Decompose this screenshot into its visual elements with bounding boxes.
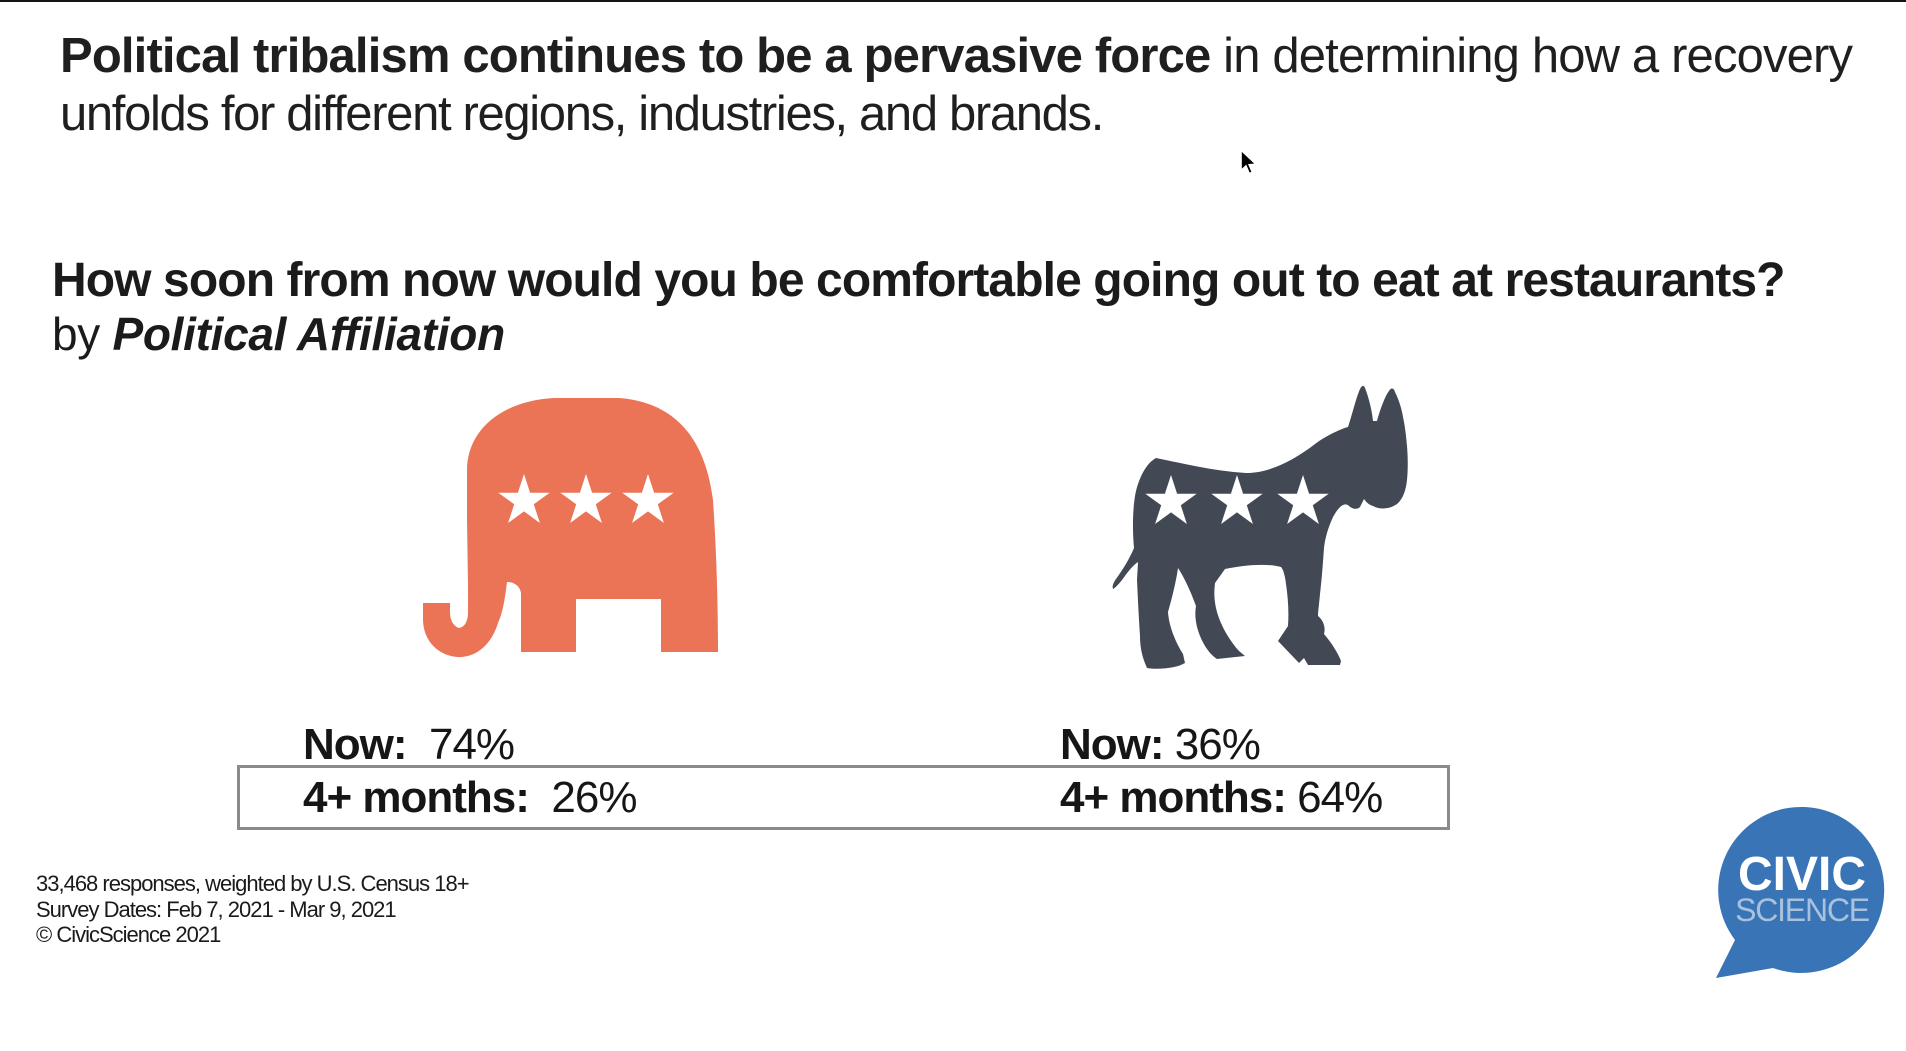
svg-text:CIVIC: CIVIC bbox=[1738, 848, 1866, 901]
svg-text:SCIENCE: SCIENCE bbox=[1735, 892, 1869, 928]
